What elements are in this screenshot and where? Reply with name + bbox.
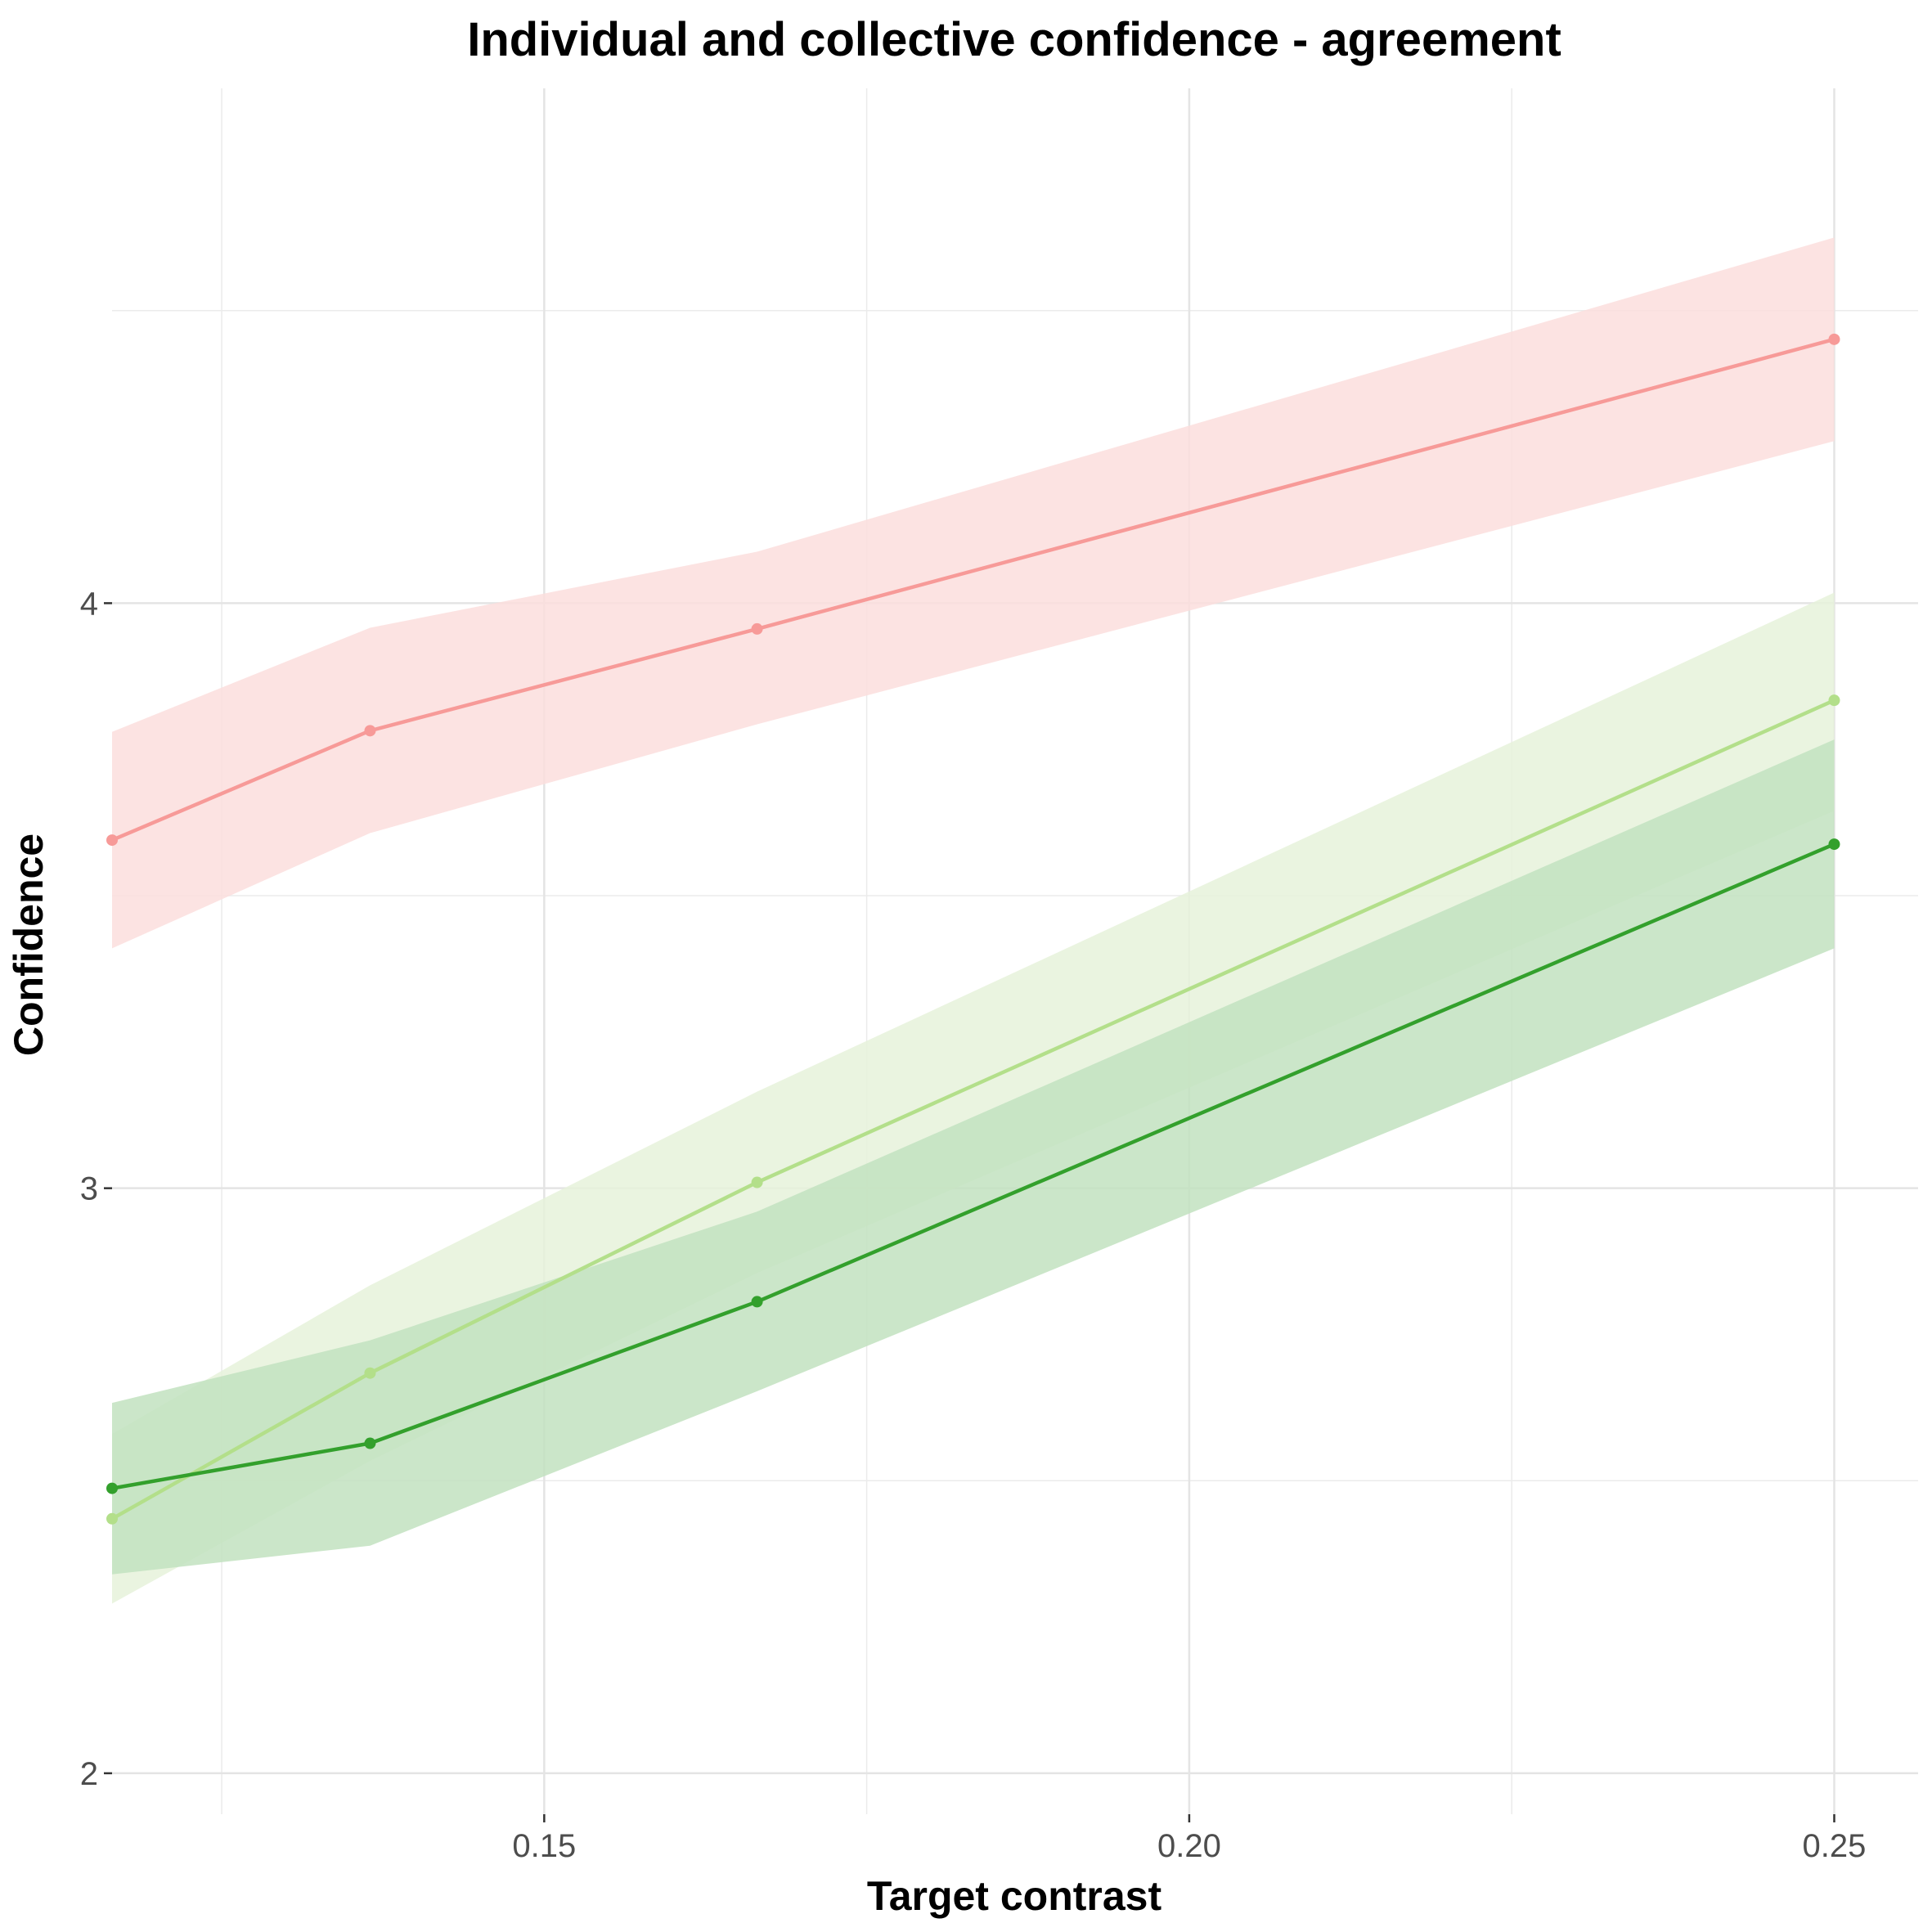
chart-title: Individual and collective confidence - a… (467, 13, 1561, 66)
data-point (1828, 694, 1840, 707)
confidence-ribbons (112, 237, 1835, 1604)
series-line-3 (111, 842, 1835, 1490)
y-axis-ticks: 2 3 4 (80, 586, 112, 1792)
data-point (751, 1176, 763, 1188)
data-point (364, 1437, 376, 1449)
series-points (106, 333, 1840, 1525)
series-line-1 (111, 337, 1835, 842)
confidence-ribbon-3 (112, 739, 1835, 1575)
data-point (106, 834, 118, 847)
data-point (1828, 333, 1840, 345)
y-tick-label: 4 (80, 586, 98, 622)
data-point (106, 1512, 118, 1525)
data-point (364, 725, 376, 737)
x-axis-title: Target contrast (867, 1873, 1162, 1919)
data-point (751, 1296, 763, 1308)
x-tick-label: 0.20 (1157, 1828, 1221, 1864)
x-axis-ticks: 0.15 0.20 0.25 (512, 1814, 1866, 1864)
series-line-2 (110, 699, 1835, 1521)
x-tick-label: 0.15 (512, 1828, 576, 1864)
y-axis-title: Confidence (6, 833, 52, 1056)
data-point (364, 1367, 376, 1379)
confidence-ribbon-1 (112, 237, 1835, 949)
y-tick-label: 2 (80, 1756, 98, 1792)
y-tick-label: 3 (80, 1171, 98, 1207)
data-point (751, 622, 763, 635)
data-point (106, 1482, 118, 1494)
series-lines (110, 337, 1835, 1521)
data-point (1828, 838, 1840, 851)
x-tick-label: 0.25 (1803, 1828, 1867, 1864)
